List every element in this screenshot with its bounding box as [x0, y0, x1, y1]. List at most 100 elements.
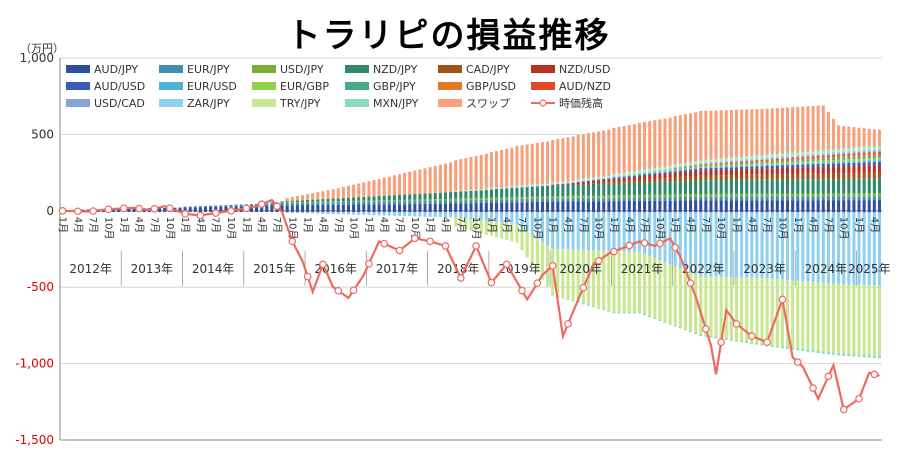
bar-segment — [397, 194, 402, 200]
bar-segment — [689, 161, 693, 163]
bar-segment — [622, 312, 626, 314]
bar-segment — [719, 163, 723, 165]
bar-segment — [627, 195, 631, 198]
bar-segment — [791, 155, 795, 157]
legend-label: EUR/GBP — [280, 80, 329, 93]
bar-segment — [617, 175, 621, 177]
bar-segment — [704, 210, 708, 213]
bar-segment — [546, 201, 550, 211]
bar-segment — [673, 165, 677, 167]
bar-segment — [719, 160, 723, 163]
line-marker — [579, 283, 588, 292]
bar-segment — [668, 197, 672, 201]
bar-segment — [581, 195, 585, 198]
bar-segment — [352, 197, 356, 201]
bar-segment — [474, 219, 478, 232]
x-tick-label: 10月 — [715, 217, 727, 240]
bar-segment — [117, 208, 121, 211]
bar-segment — [704, 170, 708, 176]
bar-segment — [290, 200, 294, 203]
bar-segment — [694, 112, 698, 162]
bar-segment — [234, 210, 238, 213]
x-tick-label: 10月 — [348, 217, 360, 240]
bar-segment — [341, 197, 345, 202]
bar-segment — [336, 188, 340, 199]
bar-segment — [837, 196, 841, 201]
bar-segment — [341, 204, 345, 211]
bar-segment — [494, 222, 499, 238]
bar-segment — [704, 167, 708, 169]
bar-segment — [862, 210, 866, 213]
bar-segment — [321, 202, 325, 205]
bar-segment — [362, 182, 366, 197]
bar-segment — [464, 190, 468, 192]
bar-segment — [775, 212, 779, 280]
bar-segment — [668, 165, 672, 167]
bar-segment — [443, 203, 448, 211]
bar-segment — [658, 167, 662, 169]
bar-segment — [857, 151, 861, 154]
bar-segment — [622, 212, 626, 252]
bar-segment — [729, 158, 733, 161]
bar-segment — [826, 162, 830, 164]
x-tick-label: 10月 — [164, 217, 176, 240]
bar-segment — [806, 159, 810, 162]
bar-segment — [872, 200, 876, 211]
bar-segment — [852, 178, 856, 194]
bar-segment — [689, 167, 693, 169]
bar-segment — [367, 210, 371, 213]
bar-segment — [821, 163, 825, 167]
bar-segment — [535, 186, 539, 188]
bar-segment — [408, 199, 412, 202]
bar-segment — [546, 185, 550, 187]
bar-segment — [443, 212, 448, 218]
bar-segment — [719, 162, 723, 163]
bar-segment — [775, 165, 779, 169]
bar-segment — [433, 199, 437, 201]
bar-segment — [617, 210, 621, 213]
bar-segment — [632, 180, 636, 183]
bar-segment — [443, 198, 448, 201]
bar-segment — [842, 284, 846, 354]
bar-segment — [597, 176, 601, 178]
bar-segment — [515, 186, 519, 187]
bar-segment — [597, 201, 601, 211]
bar-segment — [566, 299, 570, 300]
bar-segment — [300, 200, 305, 203]
bar-segment — [694, 274, 698, 333]
bar-segment — [683, 176, 687, 181]
bar-segment — [505, 202, 509, 211]
bar-segment — [597, 307, 601, 309]
bar-segment — [602, 176, 606, 177]
x-tick-label: 10月 — [409, 217, 421, 240]
bar-segment — [249, 204, 253, 206]
bar-segment — [806, 154, 810, 156]
bar-segment — [857, 153, 861, 155]
bar-segment — [852, 127, 856, 148]
bar-segment — [760, 157, 764, 160]
bar-segment — [438, 192, 442, 200]
bar-segment — [520, 188, 524, 197]
bar-segment — [658, 178, 662, 182]
bar-segment — [592, 179, 596, 181]
bar-segment — [607, 201, 611, 211]
bar-segment — [826, 179, 830, 194]
bar-segment — [734, 200, 739, 211]
line-marker — [656, 239, 664, 248]
bar-segment — [535, 212, 539, 239]
bar-segment — [709, 163, 713, 165]
bar-segment — [719, 165, 723, 167]
bar-segment — [760, 163, 764, 165]
bar-segment — [709, 110, 713, 160]
bar-segment — [821, 160, 825, 163]
bar-segment — [454, 217, 458, 227]
line-marker — [74, 207, 82, 216]
bar-segment — [740, 160, 744, 162]
bar-segment — [724, 165, 728, 167]
bar-segment — [658, 260, 662, 320]
legend-label: EUR/USD — [187, 80, 237, 93]
bar-segment — [872, 153, 876, 157]
bar-segment — [413, 210, 417, 213]
line-marker — [472, 242, 480, 250]
